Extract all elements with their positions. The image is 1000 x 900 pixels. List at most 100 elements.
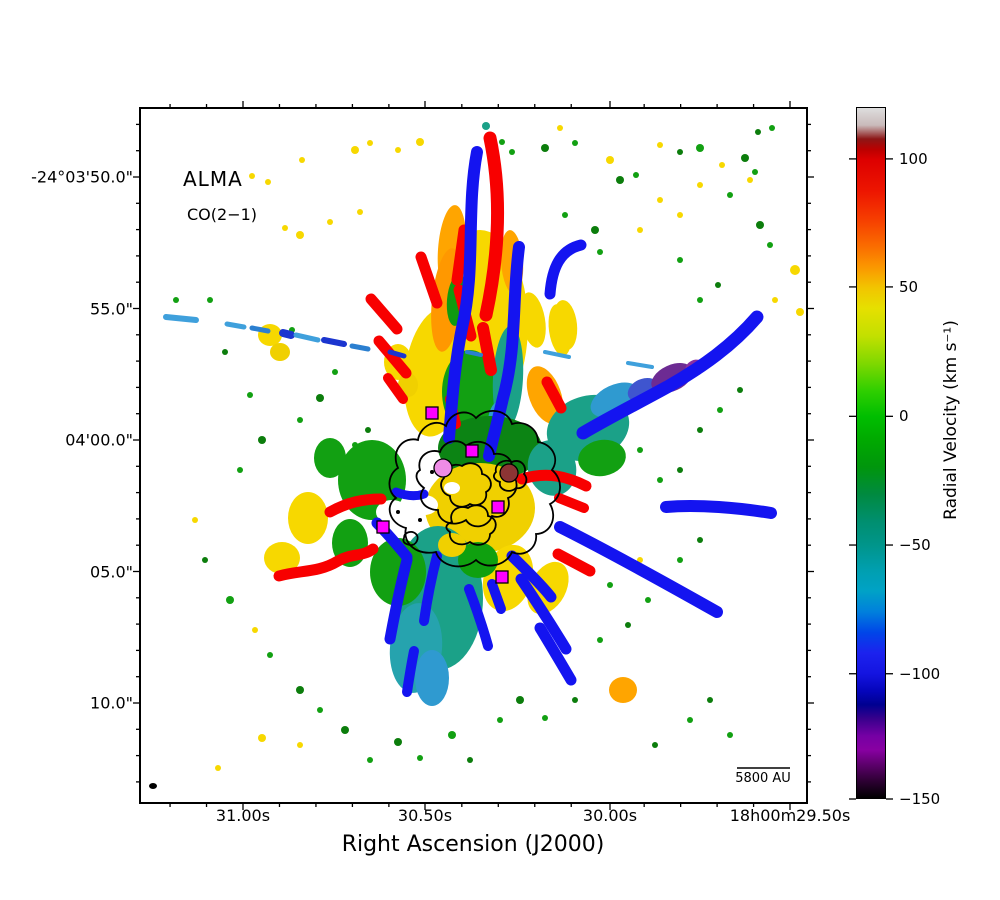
y-tick-label: 04'00.0": [65, 430, 133, 450]
emission-speck: [697, 427, 703, 433]
emission-speck: [207, 297, 213, 303]
emission-speck: [237, 467, 243, 473]
emission-speck: [416, 138, 424, 146]
emission-speck: [657, 477, 663, 483]
emission-speck: [747, 177, 753, 183]
beam-ellipse: [149, 783, 157, 789]
intensity-contour: [445, 504, 497, 546]
x-tick-label: 30.00s: [582, 806, 638, 825]
emission-speck: [697, 182, 703, 188]
emission-speck: [637, 557, 643, 563]
red-streamer: [383, 373, 408, 404]
brown-source-marker: [499, 463, 519, 483]
emission-patch: [458, 542, 498, 578]
emission-patch: [526, 366, 564, 424]
faint-blue-dash: [626, 361, 654, 369]
emission-speck: [267, 652, 273, 658]
emission-speck: [737, 387, 743, 393]
intensity-contour: [415, 440, 518, 528]
x-axis-label: Right Ascension (J2000): [341, 832, 605, 857]
emission-speck: [616, 176, 624, 184]
magenta-square-marker: [495, 570, 509, 584]
y-tick-label: 10.0": [90, 693, 133, 713]
emission-speck: [352, 442, 358, 448]
emission-speck: [597, 637, 603, 643]
emission-patch: [270, 343, 290, 361]
emission-speck: [719, 162, 725, 168]
red-streamer: [541, 376, 567, 414]
red-streamer: [552, 548, 596, 577]
colorbar-tick-label: −100: [899, 664, 941, 683]
emission-patch: [552, 300, 578, 350]
emission-speck: [572, 697, 578, 703]
emission-speck: [252, 627, 258, 633]
emission-speck: [341, 726, 349, 734]
red-streamer: [415, 251, 443, 309]
faint-blue-dash: [465, 350, 483, 357]
emission-speck: [677, 212, 683, 218]
emission-speck: [657, 197, 663, 203]
emission-speck: [202, 557, 208, 563]
emission-speck: [282, 225, 288, 231]
y-tick-label: 05.0": [90, 562, 133, 581]
emission-speck: [542, 715, 548, 721]
emission-speck: [633, 172, 639, 178]
emission-speck: [769, 125, 775, 131]
x-tick-label: 31.00s: [215, 806, 271, 825]
colorbar: [856, 107, 886, 799]
emission-speck: [697, 297, 703, 303]
intensity-contour: [402, 531, 419, 546]
emission-speck: [327, 219, 333, 225]
emission-speck: [509, 149, 515, 155]
faint-blue-dash: [249, 325, 271, 334]
faint-blue-dash: [293, 332, 321, 343]
emission-speck: [727, 732, 733, 738]
emission-speck: [741, 154, 749, 162]
emission-speck: [677, 257, 683, 263]
magenta-square-marker: [376, 520, 390, 534]
emission-speck: [299, 157, 305, 163]
y-tick-label: 55.0": [90, 299, 133, 318]
emission-patch: [288, 492, 328, 544]
emission-patch: [376, 500, 408, 524]
emission-patch: [398, 517, 418, 533]
colorbar-tick-label: −150: [899, 790, 941, 808]
x-tick-label: 18h00m29.50s: [729, 806, 851, 825]
emission-speck: [297, 417, 303, 423]
intensity-contour: [388, 410, 561, 568]
emission-speck: [677, 149, 683, 155]
emission-speck: [367, 140, 373, 146]
colorbar-tick-label: 0: [899, 407, 909, 426]
emission-speck: [772, 297, 778, 303]
faint-blue-dash: [279, 329, 295, 339]
emission-speck: [357, 209, 363, 215]
scalebar-label: 5800 AU: [735, 771, 791, 786]
emission-patch: [438, 533, 466, 557]
emission-speck: [625, 622, 631, 628]
emission-patch: [578, 439, 626, 477]
emission-speck: [226, 596, 234, 604]
emission-speck: [790, 265, 800, 275]
emission-speck: [696, 144, 704, 152]
violet-source-marker: [433, 458, 453, 478]
emission-speck: [677, 467, 683, 473]
emission-speck: [215, 765, 221, 771]
colorbar-tick-label: 100: [899, 149, 928, 168]
emission-speck: [591, 226, 599, 234]
emission-speck: [351, 146, 359, 154]
blue-streamer: [443, 146, 483, 444]
emission-speck: [767, 242, 773, 248]
plot-frame: [139, 107, 808, 804]
red-streamer: [451, 224, 470, 286]
emission-speck: [606, 156, 614, 164]
x-tick-label: 30.50s: [397, 806, 453, 825]
emission-speck: [717, 407, 723, 413]
emission-speck: [296, 686, 304, 694]
emission-speck: [499, 139, 505, 145]
red-streamer: [324, 493, 387, 518]
emission-speck: [365, 427, 371, 433]
emission-speck: [645, 597, 651, 603]
y-tick-label: -24°03'50.0": [31, 167, 133, 187]
emission-speck: [317, 707, 323, 713]
